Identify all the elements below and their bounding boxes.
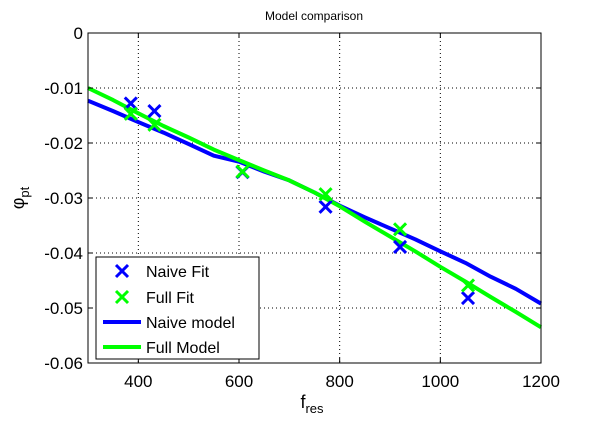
marker-stroke [318, 199, 333, 214]
marker-stroke [460, 278, 476, 293]
y-tick-label: 0 [74, 24, 83, 43]
legend-label-naive-model: Naive model [146, 315, 235, 332]
marker-stroke [147, 117, 162, 132]
marker-stroke [460, 291, 476, 306]
y-axis-label-sub: pt [17, 186, 32, 197]
legend-label-naive-fit: Naive Fit [146, 264, 210, 281]
naive-fit-point [123, 96, 138, 111]
marker-stroke [147, 104, 162, 119]
full-fit-point [460, 278, 476, 293]
y-tick-label: -0.06 [44, 354, 83, 373]
naive-fit-point [147, 104, 162, 119]
x-tick-label: 1000 [421, 372, 459, 391]
marker-stroke [123, 96, 138, 111]
legend-label-full-model: Full Model [146, 340, 220, 357]
y-tick-label: -0.03 [44, 189, 83, 208]
marker-stroke [114, 289, 130, 305]
x-axis-label-sub: res [305, 401, 324, 416]
naive-fit-point [460, 291, 476, 306]
full-fit-point [147, 117, 162, 132]
x-tick-label: 1200 [522, 372, 560, 391]
x-tick-label: 800 [325, 372, 353, 391]
legend-swatch-naive-fit [114, 263, 130, 279]
x-axis-label: fres [300, 392, 324, 416]
x-ticks: 400 600 800 1000 1200 [124, 33, 560, 391]
legend-swatch-full-fit [114, 289, 130, 305]
y-tick-label: -0.05 [44, 299, 83, 318]
y-ticks: 0 -0.01 -0.02 -0.03 -0.04 -0.05 -0.06 [44, 24, 541, 373]
y-tick-label: -0.02 [44, 134, 83, 153]
x-tick-label: 400 [124, 372, 152, 391]
marker-stroke [235, 164, 250, 179]
naive-fit-point [393, 239, 408, 255]
y-tick-label: -0.04 [44, 244, 83, 263]
marker-stroke [393, 239, 408, 255]
naive-fit-point [318, 199, 333, 214]
marker-stroke [393, 222, 408, 237]
legend-label-full-fit: Full Fit [146, 290, 195, 307]
full-fit-point [393, 222, 408, 237]
full-fit-point [123, 106, 138, 121]
chart-title: Model comparison [265, 9, 363, 23]
legend: Naive Fit Full Fit Naive model Full Model [95, 256, 260, 360]
y-tick-label: -0.01 [44, 79, 83, 98]
y-axis-label-main: φ [8, 198, 28, 210]
fit-markers [123, 96, 476, 306]
marker-stroke [123, 106, 138, 121]
marker-stroke [114, 263, 130, 279]
full-fit-point [235, 164, 250, 179]
x-axis-label-main: f [300, 392, 306, 412]
x-tick-label: 600 [225, 372, 253, 391]
full-fit-point [318, 187, 333, 202]
y-axis-label: φpt [8, 186, 32, 209]
marker-stroke [318, 187, 333, 202]
